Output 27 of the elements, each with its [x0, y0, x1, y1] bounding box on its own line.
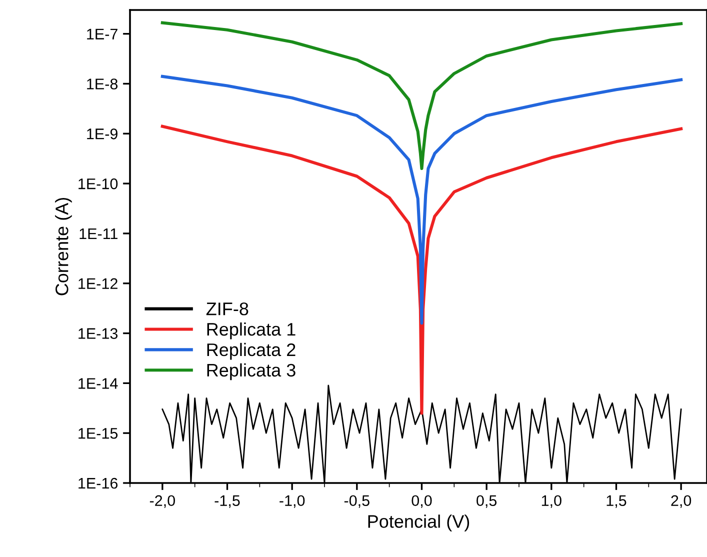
line-series: [160, 124, 683, 415]
legend-label: ZIF-8: [206, 302, 248, 316]
x-tick-label: -1,5: [214, 495, 240, 508]
line-series: [160, 21, 683, 170]
y-tick-label: 1E-10: [78, 178, 118, 190]
y-tick-label: 1E-9: [87, 128, 118, 140]
y-tick-label: 1E-8: [87, 78, 118, 90]
y-tick-label: 1E-16: [78, 478, 118, 489]
x-tick-label: 0,5: [476, 495, 497, 508]
x-tick-label: -2,0: [150, 495, 175, 508]
x-tick-label: 1,0: [542, 495, 562, 508]
x-tick-label: -1,0: [280, 495, 305, 508]
x-tick-label: 1,5: [606, 495, 626, 508]
y-tick-label: 1E-7: [87, 28, 118, 40]
y-tick-label: 1E-13: [78, 328, 118, 339]
x-axis-title: Potencial (V): [368, 514, 470, 532]
legend-label: Replicata 1: [207, 322, 296, 340]
x-tick-label: 0,0: [412, 495, 432, 508]
x-tick-label: 2,0: [671, 495, 692, 508]
x-tick-label: -0,5: [344, 495, 370, 508]
y-tick-label: 1E-15: [78, 428, 118, 439]
y-tick-label: 1E-12: [78, 278, 118, 289]
y-axis-title: Corrente (A): [55, 198, 72, 296]
y-tick-label: 1E-11: [80, 228, 118, 239]
y-tick-label: 1E-14: [78, 378, 118, 389]
legend-label: Replicata 2: [207, 342, 296, 360]
legend-label: Replicata 3: [207, 363, 296, 380]
